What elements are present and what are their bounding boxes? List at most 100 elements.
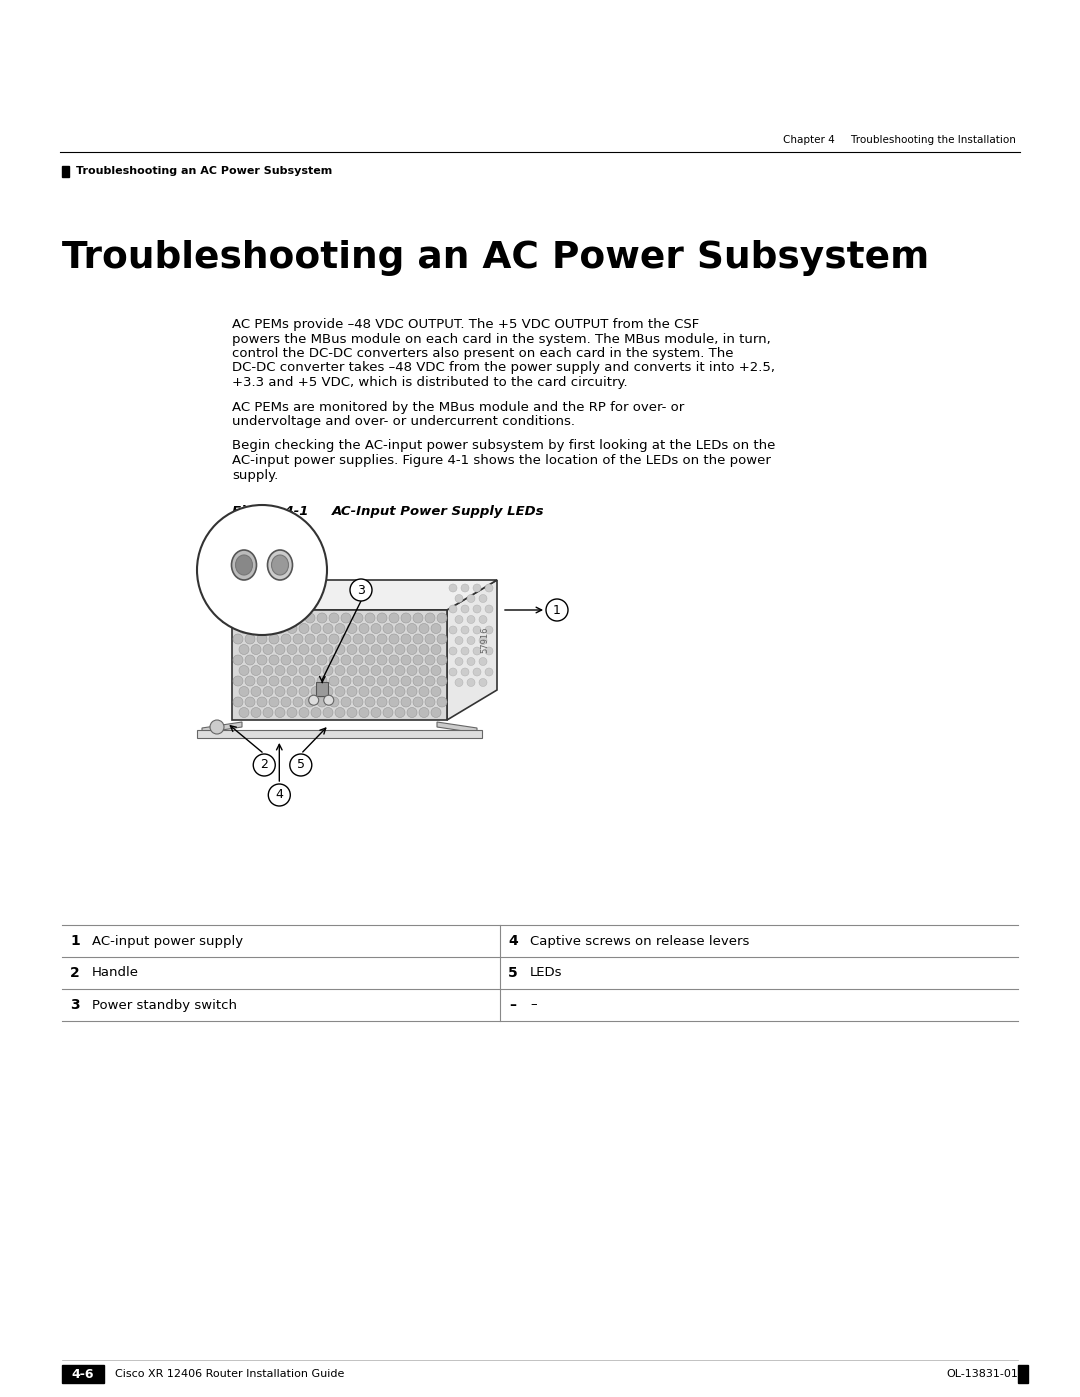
- Text: DC-DC converter takes –48 VDC from the power supply and converts it into +2.5,: DC-DC converter takes –48 VDC from the p…: [232, 362, 775, 374]
- Ellipse shape: [231, 550, 257, 580]
- Circle shape: [318, 634, 327, 644]
- Circle shape: [323, 665, 333, 676]
- Circle shape: [359, 686, 369, 697]
- Circle shape: [253, 754, 275, 775]
- Circle shape: [419, 707, 429, 718]
- Circle shape: [437, 634, 447, 644]
- Circle shape: [293, 655, 303, 665]
- Text: Figure 4-1: Figure 4-1: [232, 504, 309, 518]
- Circle shape: [239, 707, 249, 718]
- Circle shape: [323, 644, 333, 655]
- Text: Power standby switch: Power standby switch: [92, 999, 237, 1011]
- Text: AC PEMs provide –48 VDC OUTPUT. The +5 VDC OUTPUT from the CSF: AC PEMs provide –48 VDC OUTPUT. The +5 V…: [232, 319, 699, 331]
- Circle shape: [341, 697, 351, 707]
- Text: Handle: Handle: [92, 967, 139, 979]
- Circle shape: [257, 613, 267, 623]
- Circle shape: [287, 623, 297, 633]
- Ellipse shape: [235, 555, 253, 576]
- Circle shape: [257, 697, 267, 707]
- Text: AC-input power supplies. Figure 4-1 shows the location of the LEDs on the power: AC-input power supplies. Figure 4-1 show…: [232, 454, 771, 467]
- Circle shape: [461, 626, 469, 634]
- Circle shape: [305, 655, 315, 665]
- Text: 5: 5: [508, 965, 518, 981]
- Circle shape: [426, 613, 435, 623]
- Circle shape: [359, 665, 369, 676]
- Circle shape: [341, 613, 351, 623]
- Circle shape: [372, 686, 381, 697]
- Circle shape: [305, 634, 315, 644]
- Circle shape: [293, 634, 303, 644]
- Circle shape: [287, 686, 297, 697]
- Circle shape: [233, 697, 243, 707]
- Circle shape: [449, 668, 457, 676]
- Circle shape: [359, 644, 369, 655]
- Circle shape: [473, 626, 481, 634]
- Circle shape: [383, 686, 393, 697]
- Circle shape: [329, 634, 339, 644]
- Circle shape: [419, 665, 429, 676]
- Circle shape: [389, 676, 399, 686]
- Circle shape: [372, 665, 381, 676]
- Circle shape: [353, 676, 363, 686]
- Circle shape: [281, 634, 291, 644]
- Circle shape: [257, 634, 267, 644]
- Text: Begin checking the AC-input power subsystem by first looking at the LEDs on the: Begin checking the AC-input power subsys…: [232, 440, 775, 453]
- Circle shape: [311, 665, 321, 676]
- Circle shape: [293, 676, 303, 686]
- Circle shape: [329, 613, 339, 623]
- Polygon shape: [202, 722, 242, 733]
- Circle shape: [467, 637, 475, 644]
- Circle shape: [289, 754, 312, 775]
- Circle shape: [480, 616, 487, 623]
- Circle shape: [347, 623, 357, 633]
- Circle shape: [413, 697, 423, 707]
- Circle shape: [419, 644, 429, 655]
- Circle shape: [239, 686, 249, 697]
- Circle shape: [401, 634, 411, 644]
- Circle shape: [413, 613, 423, 623]
- Text: 4: 4: [508, 935, 518, 949]
- Circle shape: [365, 613, 375, 623]
- Circle shape: [467, 616, 475, 623]
- Text: 5: 5: [297, 759, 305, 771]
- Text: supply.: supply.: [232, 468, 279, 482]
- Circle shape: [377, 676, 387, 686]
- Circle shape: [233, 634, 243, 644]
- Circle shape: [341, 655, 351, 665]
- Text: control the DC-DC converters also present on each card in the system. The: control the DC-DC converters also presen…: [232, 346, 733, 360]
- Circle shape: [401, 613, 411, 623]
- Circle shape: [372, 623, 381, 633]
- Circle shape: [275, 707, 285, 718]
- Text: 4-6: 4-6: [71, 1368, 94, 1380]
- Circle shape: [335, 665, 345, 676]
- Circle shape: [335, 707, 345, 718]
- Circle shape: [251, 623, 261, 633]
- Circle shape: [485, 647, 492, 655]
- Circle shape: [239, 644, 249, 655]
- Circle shape: [245, 613, 255, 623]
- Circle shape: [275, 665, 285, 676]
- Circle shape: [251, 686, 261, 697]
- Circle shape: [377, 634, 387, 644]
- Circle shape: [329, 676, 339, 686]
- Circle shape: [461, 647, 469, 655]
- Circle shape: [311, 707, 321, 718]
- Circle shape: [401, 697, 411, 707]
- Circle shape: [347, 707, 357, 718]
- Text: undervoltage and over- or undercurrent conditions.: undervoltage and over- or undercurrent c…: [232, 415, 575, 427]
- Text: OL-13831-01: OL-13831-01: [946, 1369, 1018, 1379]
- Circle shape: [269, 613, 279, 623]
- Bar: [62, 166, 69, 177]
- Circle shape: [251, 665, 261, 676]
- Circle shape: [353, 655, 363, 665]
- Circle shape: [407, 686, 417, 697]
- Circle shape: [264, 623, 273, 633]
- Circle shape: [365, 697, 375, 707]
- Circle shape: [257, 676, 267, 686]
- Circle shape: [473, 584, 481, 592]
- Circle shape: [299, 623, 309, 633]
- Circle shape: [293, 613, 303, 623]
- Circle shape: [197, 504, 327, 636]
- Text: 57916: 57916: [481, 627, 489, 654]
- Circle shape: [413, 676, 423, 686]
